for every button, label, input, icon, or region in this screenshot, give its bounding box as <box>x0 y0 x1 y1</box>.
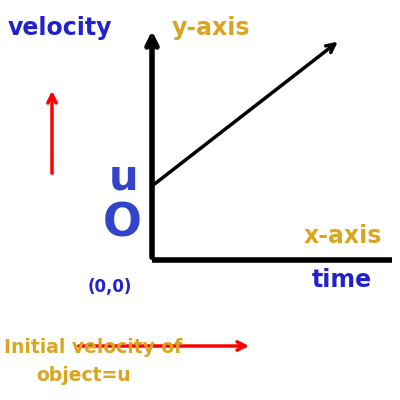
Text: O: O <box>102 202 142 246</box>
Text: y-axis: y-axis <box>172 16 250 40</box>
Text: (0,0): (0,0) <box>88 278 132 296</box>
Text: u: u <box>109 157 139 199</box>
Text: time: time <box>312 268 372 292</box>
Text: x-axis: x-axis <box>304 224 382 248</box>
Text: velocity: velocity <box>8 16 112 40</box>
Text: object=u: object=u <box>36 366 131 385</box>
Text: Initial velocity of: Initial velocity of <box>4 338 182 357</box>
